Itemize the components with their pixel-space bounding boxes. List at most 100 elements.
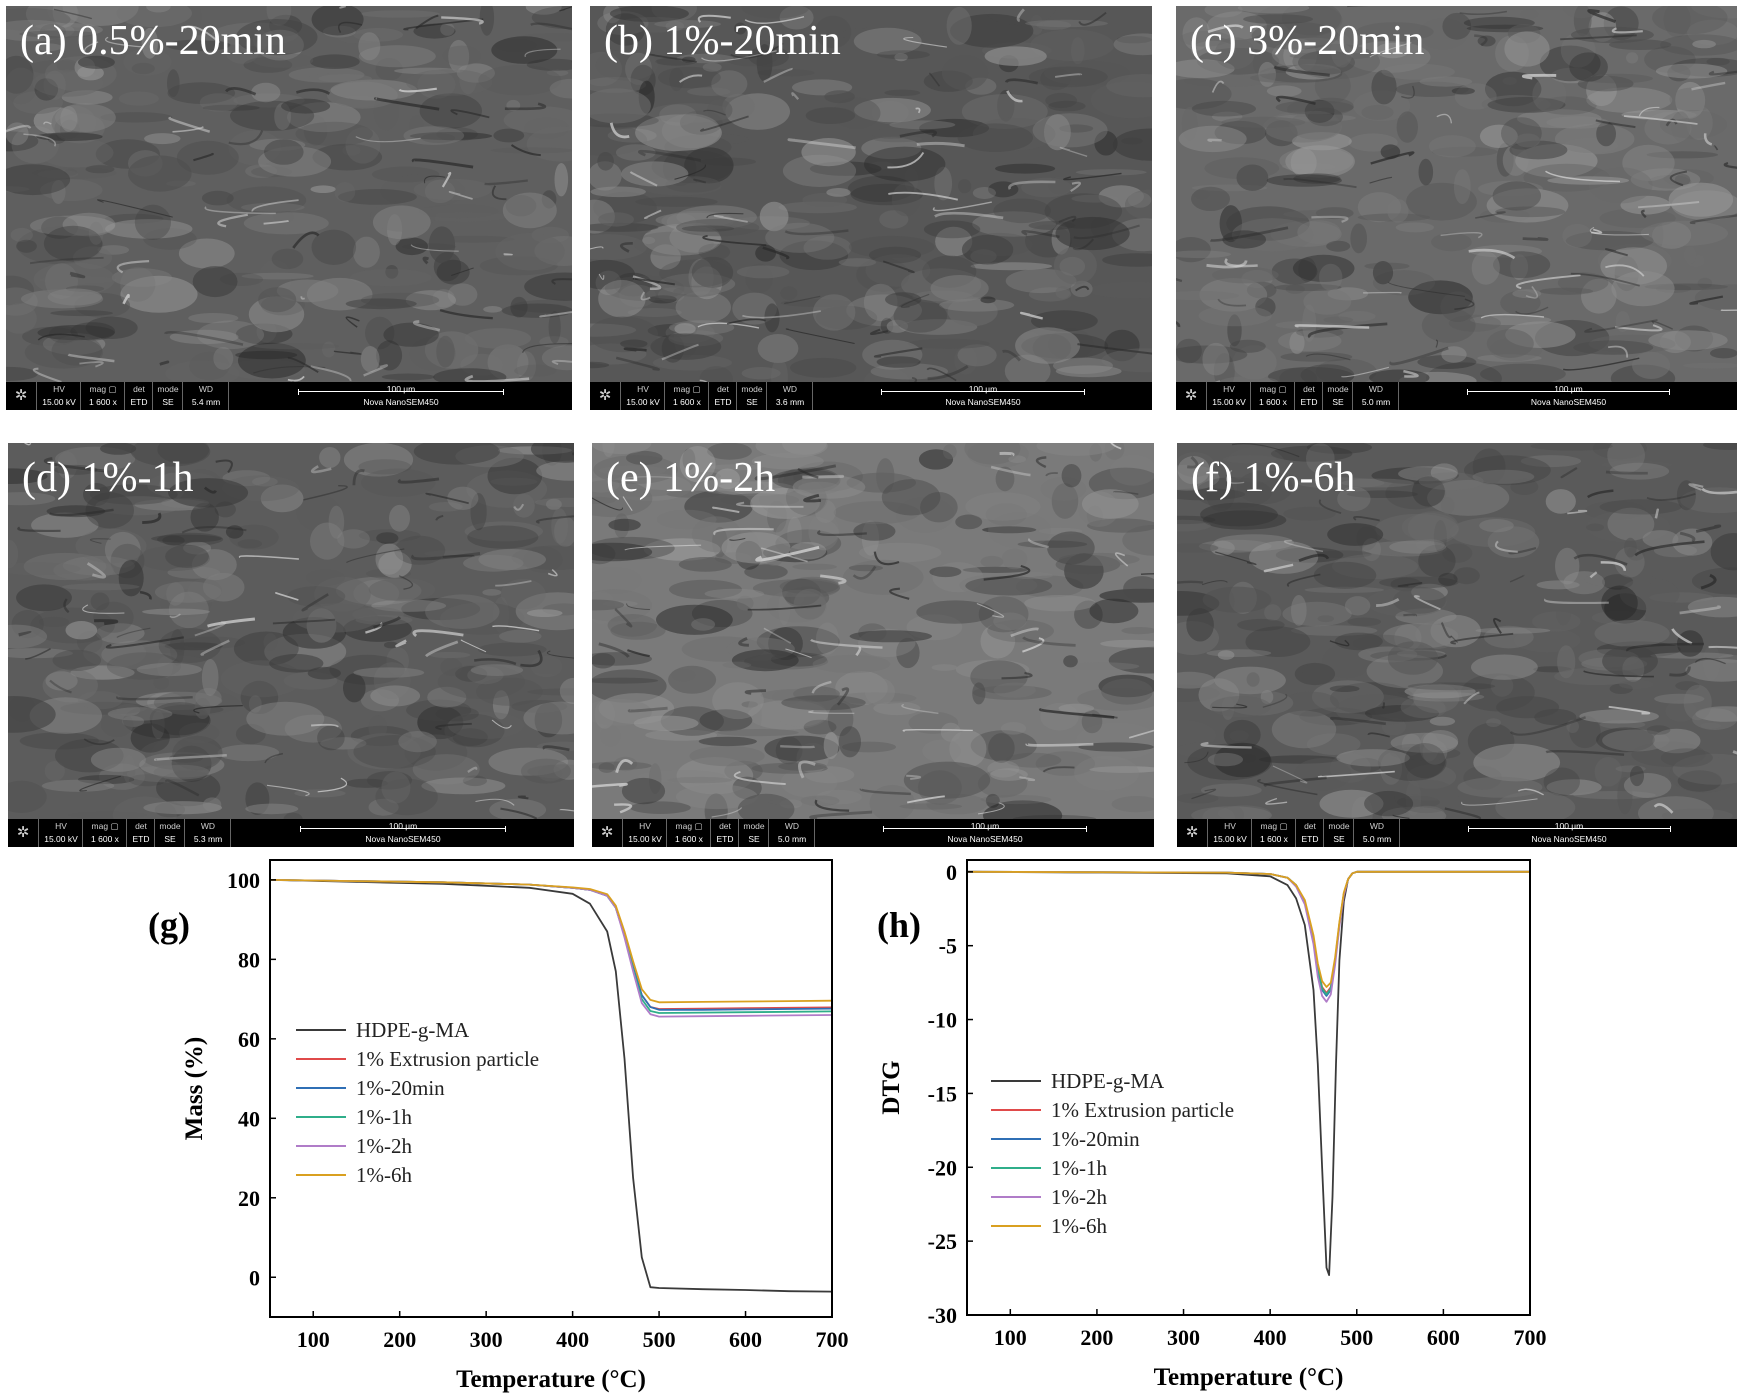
series-line-1 [966,870,1530,994]
sem-field-mag: mag ▢ 1 600 x [666,819,711,847]
legend-label-5: 1%-6h [1051,1214,1107,1238]
series-line-2 [269,879,833,1011]
sem-micrograph [592,443,1154,831]
sem-field-mode: mode SE [154,819,185,847]
sem-field-value: 15.00 kV [42,397,76,407]
sem-texture [6,6,572,388]
sem-field-value: 5.0 mm [777,834,807,844]
sem-field-value: 1 600 x [91,834,119,844]
sem-field-key: HV [639,821,651,831]
sem-field-key: HV [53,384,65,394]
sem-panel-e: (e) 1%-2h ✲ HV 15.00 kV mag ▢ 1 600 x det ETD m… [592,443,1154,847]
sem-micrograph [8,443,574,834]
panel-label: (f) 1%-6h [1191,455,1356,501]
x-tick-label: 400 [1254,1325,1287,1350]
y-tick-label: -20 [928,1155,957,1180]
sem-field-value: SE [1333,834,1345,844]
series-line-4 [269,879,833,1018]
sem-field-value: ETD [1300,397,1318,407]
sem-field-value: 1 600 x [1260,834,1288,844]
sem-info-bar: ✲ HV 15.00 kV mag ▢ 1 600 x det ETD mode SE WD 5.0… [1177,819,1737,847]
scale-bar [1467,389,1670,395]
sem-field-key: mag ▢ [1259,384,1287,394]
sem-field-wd: WD 5.3 mm [184,819,231,847]
sem-field-det: det ETD [1295,819,1324,847]
fei-logo-icon: ✲ [16,824,30,841]
sem-field-key: mag ▢ [675,821,703,831]
y-tick-label: 40 [238,1106,260,1131]
sem-field-value: SE [164,834,176,844]
sem-info-bar: ✲ HV 15.00 kV mag ▢ 1 600 x det ETD mode SE WD 5.3… [8,819,574,847]
y-tick-label: 20 [238,1186,260,1211]
x-tick-label: 100 [297,1327,330,1352]
x-tick-label: 300 [470,1327,503,1352]
sem-field-key: WD [784,821,800,831]
chart-dtg: 100 200 300 400 500 600 700 0 -5 -10 -15 -20 -25 -30 T… [877,859,1547,1391]
sem-field-key: mode [741,384,763,394]
sem-scale-block: 100 µm Nova NanoSEM450 [228,382,572,410]
series-line-5 [269,879,833,1004]
sem-texture [8,443,574,834]
sem-field-value: ETD [132,834,150,844]
plot-frame [966,859,1531,1316]
panel-label: (e) 1%-2h [606,455,776,501]
x-tick-label: 700 [816,1327,849,1352]
sem-field-det: det ETD [126,819,155,847]
sem-field-det: det ETD [124,382,153,410]
panel-label: (b) 1%-20min [604,18,841,64]
x-tick-label: 500 [1340,1325,1373,1350]
fei-logo-icon: ✲ [598,387,612,404]
sem-field-wd: WD 5.4 mm [182,382,229,410]
sem-field-key: mode [157,384,179,394]
sem-field-value: 15.00 kV [628,834,662,844]
sem-texture [590,6,1152,397]
sem-field-value: ETD [716,834,734,844]
sem-field-value: 5.3 mm [193,834,223,844]
series-line-0 [269,879,833,1293]
sem-panel-d: (d) 1%-1h ✲ HV 15.00 kV mag ▢ 1 600 x det ETD m… [8,443,574,847]
series-line-3 [269,879,833,1014]
sem-field-mag: mag ▢ 1 600 x [1251,819,1296,847]
sem-field-det: det ETD [708,382,737,410]
legend-label-0: HDPE-g-MA [1051,1069,1165,1093]
x-tick-label: 700 [1514,1325,1547,1350]
sem-field-hv: HV 15.00 kV [38,819,83,847]
sem-micrograph [6,6,572,388]
sem-field-value: 1 600 x [673,397,701,407]
sem-field-mode: mode SE [736,382,767,410]
y-tick-label: -30 [928,1303,957,1328]
fei-logo-icon: ✲ [1185,824,1199,841]
sem-field-mode: mode SE [1323,819,1354,847]
panel-letter: (h) [877,905,921,945]
x-tick-label: 300 [1167,1325,1200,1350]
sem-field-det: det ETD [710,819,739,847]
x-tick-label: 500 [643,1327,676,1352]
instrument-name: Nova NanoSEM450 [1530,397,1607,407]
y-tick-label: 80 [238,947,260,972]
y-tick-label: -5 [939,934,957,959]
sem-scale-block: 100 µm Nova NanoSEM450 [814,819,1154,847]
sem-texture [592,443,1154,831]
y-tick-label: 0 [946,860,957,885]
plot-frame [269,859,833,1318]
sem-field-value: ETD [714,397,732,407]
sem-panel-f: (f) 1%-6h ✲ HV 15.00 kV mag ▢ 1 600 x det ETD m… [1177,443,1737,847]
series-line-2 [966,870,1530,997]
sem-field-value: 5.0 mm [1361,397,1391,407]
sem-field-hv: HV 15.00 kV [1206,382,1251,410]
x-tick-label: 600 [729,1327,762,1352]
series-line-4 [966,870,1530,1003]
instrument-name: Nova NanoSEM450 [947,834,1023,844]
scale-bar [881,389,1085,395]
sem-field-mag: mag ▢ 1 600 x [82,819,127,847]
sem-field-key: det [135,821,147,831]
instrument-name: Nova NanoSEM450 [363,397,439,407]
x-tick-label: 200 [1080,1325,1113,1350]
x-tick-label: 400 [556,1327,589,1352]
sem-field-value: 15.00 kV [1212,397,1246,407]
fei-logo-icon: ✲ [14,387,28,404]
scale-bar [298,389,504,395]
sem-field-mag: mag ▢ 1 600 x [664,382,709,410]
sem-field-value: ETD [130,397,148,407]
sem-field-value: 5.0 mm [1362,834,1392,844]
